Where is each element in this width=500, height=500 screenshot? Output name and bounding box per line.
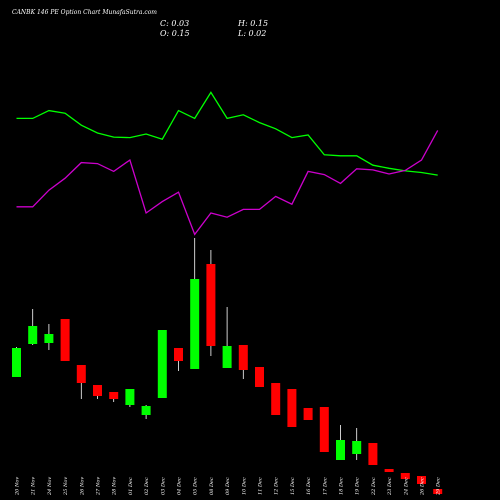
x-tick-label: 19 Dec: [355, 477, 361, 495]
indicator-lines: [16, 91, 439, 236]
x-tick-label: 10 Dec: [241, 477, 247, 495]
candle-19: [303, 408, 313, 420]
candle-body: [319, 407, 329, 452]
x-tick-label: 01 Dec: [128, 477, 134, 495]
x-tick-label: 25 Nov: [63, 477, 69, 496]
candles: [12, 238, 443, 494]
x-axis-ticks: 20 Nov 21 Nov 24 Nov 25 Nov 26 Nov 27 Nov 28 N…: [15, 477, 442, 496]
candle-body: [352, 441, 362, 454]
candle-body: [76, 365, 86, 383]
candle-body: [12, 348, 21, 377]
x-tick-label: 29 Dec: [436, 477, 442, 496]
x-tick-label: 03 Dec: [160, 477, 166, 495]
x-tick-label: 26 Dec: [420, 477, 426, 496]
candle-23: [368, 443, 378, 465]
candle-body: [44, 334, 54, 343]
x-tick-label: 02 Dec: [144, 477, 150, 495]
candle-12: [190, 238, 200, 369]
candle-1: [12, 347, 21, 377]
x-tick-label: 20 Nov: [15, 477, 21, 496]
candle-16: [255, 367, 264, 387]
chart-title: CANBK 146 PE Option Chart MunafaSutra.co…: [12, 9, 157, 16]
open-value: O: 0.15: [160, 29, 190, 38]
candle-15: [238, 345, 248, 379]
x-tick-label: 28 Nov: [112, 477, 118, 496]
candle-21: [336, 425, 345, 460]
candle-24: [384, 469, 394, 472]
candle-body: [157, 330, 167, 398]
low-value: L: 0.02: [237, 29, 266, 38]
candle-body: [336, 440, 345, 460]
candle-17: [271, 383, 281, 415]
x-tick-label: 09 Dec: [225, 477, 231, 495]
x-tick-label: 05 Dec: [193, 477, 199, 495]
x-tick-label: 12 Dec: [274, 477, 280, 495]
candle-11: [174, 348, 183, 371]
close-value: C: 0.03: [160, 19, 189, 28]
candle-body: [303, 408, 313, 420]
candle-2: [28, 309, 38, 345]
x-tick-label: 08 Dec: [209, 477, 215, 495]
candle-10: [157, 330, 167, 398]
candle-3: [44, 324, 54, 350]
candle-body: [109, 392, 119, 399]
candle-body: [400, 473, 410, 479]
candle-13: [206, 250, 216, 356]
candle-body: [28, 326, 38, 344]
x-tick-label: 21 Nov: [31, 477, 37, 496]
indicator-line-1: [16, 91, 438, 176]
candle-20: [319, 407, 329, 452]
candle-4: [60, 319, 70, 361]
candle-9: [141, 405, 151, 419]
x-tick-label: 15 Dec: [290, 477, 296, 495]
x-tick-label: 24 Dec: [403, 477, 409, 496]
x-tick-label: 18 Dec: [339, 477, 345, 495]
candle-body: [125, 389, 135, 405]
candle-body: [190, 279, 200, 369]
candle-27: [433, 489, 443, 494]
candle-body: [206, 264, 216, 346]
candle-5: [76, 365, 86, 399]
x-tick-label: 24 Nov: [47, 477, 53, 496]
x-tick-label: 11 Dec: [258, 477, 264, 495]
candle-body: [287, 389, 297, 427]
candle-body: [433, 489, 443, 494]
x-tick-label: 23 Dec: [387, 477, 393, 496]
indicator-line-2: [16, 130, 439, 236]
x-tick-label: 17 Dec: [322, 477, 328, 495]
candle-body: [174, 348, 183, 361]
candle-body: [368, 443, 378, 465]
x-tick-label: 22 Dec: [371, 477, 377, 496]
candle-25: [400, 473, 410, 479]
high-value: H: 0.15: [237, 19, 268, 28]
candle-14: [222, 307, 232, 368]
x-tick-label: 16 Dec: [306, 477, 312, 495]
candle-26: [417, 476, 426, 484]
x-tick-label: 26 Nov: [79, 477, 85, 496]
candle-body: [238, 345, 248, 370]
candle-7: [109, 392, 119, 402]
candle-body: [60, 319, 70, 361]
candle-body: [141, 406, 151, 415]
candle-body: [417, 476, 426, 484]
candle-22: [352, 428, 362, 460]
candle-body: [255, 367, 264, 387]
candle-body: [271, 383, 281, 415]
x-tick-label: 27 Nov: [96, 477, 102, 496]
candle-body: [384, 469, 394, 472]
candle-body: [222, 346, 232, 368]
candle-6: [93, 385, 102, 399]
candle-body: [93, 385, 102, 396]
candle-18: [287, 389, 297, 427]
x-tick-label: 04 Dec: [177, 477, 183, 495]
candle-8: [125, 389, 135, 407]
